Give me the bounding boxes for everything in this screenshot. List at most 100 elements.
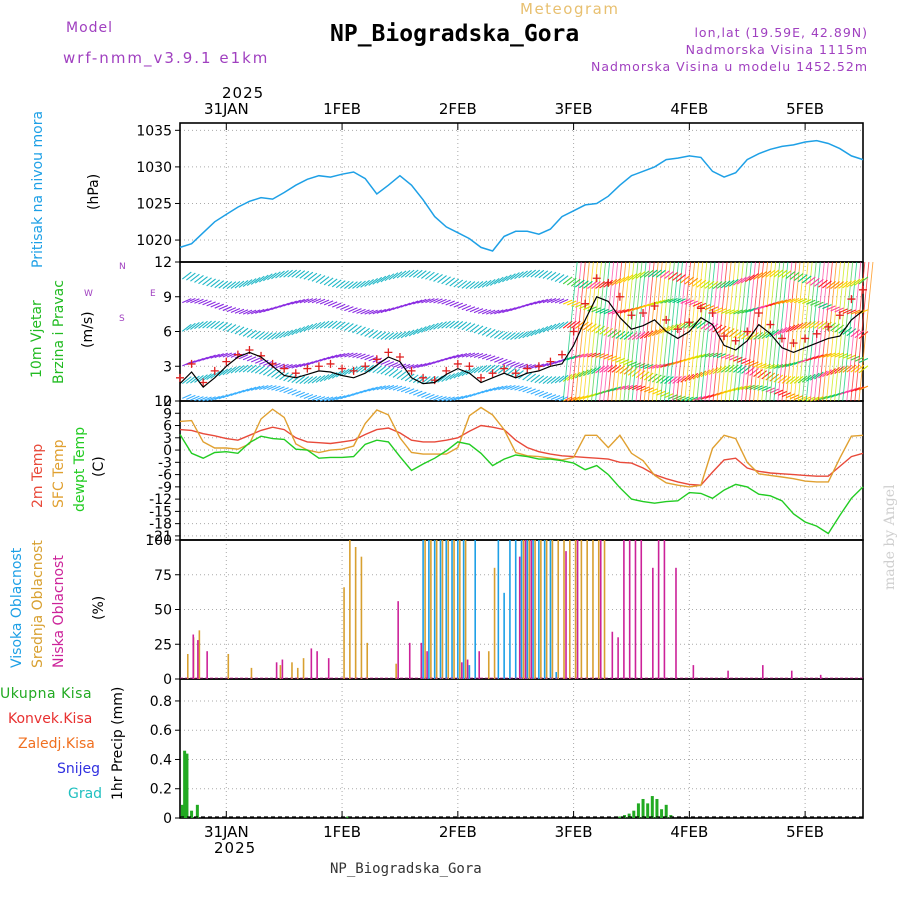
wind-barb [485, 387, 496, 393]
wind-barb [344, 306, 354, 312]
wind-barb [623, 274, 634, 283]
wind-barb [457, 280, 468, 289]
wind-barb [619, 358, 630, 365]
wind-barb [210, 353, 220, 359]
wind-barb [449, 278, 460, 287]
wind-barb [384, 332, 395, 341]
wind-gust-marker [789, 339, 798, 348]
wind-barb [250, 330, 261, 339]
wind-barb [327, 301, 338, 307]
wind-barb [413, 363, 423, 369]
wind-barb [230, 325, 241, 334]
wind-gust-marker [314, 362, 323, 371]
wind-barb [514, 385, 524, 391]
wind-barb [214, 280, 225, 289]
wind-barb [619, 275, 630, 284]
wind-barb [404, 364, 415, 370]
wind-barb [352, 281, 362, 289]
wind-barb [526, 269, 537, 278]
wind-barb [554, 274, 565, 282]
wind-barb [502, 274, 512, 283]
wind-barb [510, 272, 520, 281]
wind-barb [291, 327, 302, 336]
wind-barb [283, 329, 293, 338]
wind-barb [445, 373, 456, 381]
wind-barb [246, 309, 257, 315]
wind-barb [526, 364, 536, 370]
wind-barb [425, 394, 435, 400]
wind-barb [741, 275, 751, 284]
wind-barb [182, 361, 192, 367]
wind-barb [291, 390, 301, 396]
wind-barb [335, 280, 346, 289]
wind-barb [858, 331, 869, 339]
wind-barb [396, 371, 407, 380]
date-label-bottom: 1FEB [323, 823, 361, 841]
wind-barb [433, 298, 443, 304]
wind-barb [725, 309, 735, 315]
wind-barb [574, 279, 585, 288]
wind-barb [303, 323, 314, 332]
temp-ytick-label: 0 [163, 443, 172, 459]
wind-barb [692, 278, 703, 287]
wind-gust-marker [534, 362, 543, 371]
wind-barb-fan [801, 261, 817, 402]
wind-barb [566, 372, 577, 381]
wind-gust-marker [569, 327, 578, 336]
bottom-year: 2025 [214, 839, 257, 857]
wind-barb [336, 353, 346, 359]
wind-barb [412, 269, 423, 278]
wind-barb [344, 281, 354, 290]
wind-barb [522, 330, 532, 339]
wind-barb [283, 388, 293, 394]
wind-barb [542, 324, 553, 333]
model-label: Model [66, 20, 114, 36]
wind-barb [558, 321, 569, 330]
wind-barb [587, 306, 597, 312]
wind-gust-marker [187, 359, 196, 368]
wind-barb [202, 373, 212, 382]
wind-barb [494, 385, 504, 391]
wind-barb [206, 320, 216, 329]
wind-barb [465, 281, 476, 290]
wind-barb [765, 372, 776, 381]
footer-station: NP_Biogradska_Gora [330, 861, 482, 877]
wind-barb [181, 376, 192, 385]
wind-barb [550, 272, 561, 281]
wind-barb [275, 363, 285, 369]
wind-barb [526, 388, 536, 394]
wind-barb [502, 308, 512, 314]
wind-barb [473, 365, 484, 374]
wind-barb [639, 371, 650, 380]
wind-gust-marker [395, 352, 404, 361]
wind-barb [348, 307, 358, 313]
pressure-ytick-label: 1020 [136, 233, 172, 249]
wind-barb-fan [643, 261, 659, 402]
wind-barb [777, 299, 788, 305]
wind-barb [433, 273, 443, 282]
wind-barb [842, 280, 853, 289]
precip-frame [179, 678, 864, 819]
wind-barb [198, 276, 208, 285]
wind-barb [218, 394, 229, 400]
wind-barb [295, 298, 305, 304]
wind-barb [542, 376, 553, 384]
wind-barb [469, 352, 480, 358]
wind-barb [692, 301, 703, 307]
wind-barb [388, 368, 399, 377]
wind-barb [323, 396, 334, 402]
wind-barb-fan [664, 261, 679, 402]
wind-barb [404, 388, 415, 394]
wind-barb [376, 308, 387, 314]
wind-gust-marker [592, 274, 601, 283]
wind-barb [250, 357, 261, 363]
wind-barb [510, 332, 520, 340]
wind-barb [558, 357, 569, 363]
wind-barb [246, 386, 257, 392]
wind-barb [360, 309, 370, 315]
wind-barb [534, 375, 545, 384]
wind-barb [246, 329, 257, 338]
wind-barb [202, 355, 212, 361]
pressure-line [179, 139, 864, 252]
wind-barb [295, 270, 306, 279]
